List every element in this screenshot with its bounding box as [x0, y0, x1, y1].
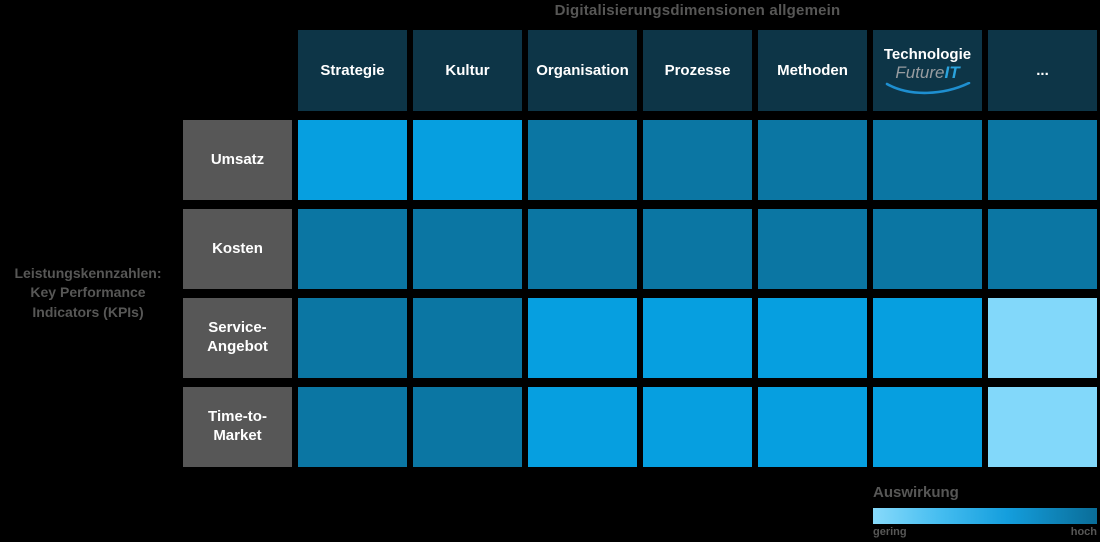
- header-cell-organisation: Organisation: [528, 30, 637, 111]
- impact-legend: Auswirkung gering hoch: [873, 484, 1097, 538]
- matrix-cell-service-angebot-organisation: [528, 298, 637, 378]
- matrix-cell-kosten-kultur: [413, 209, 522, 289]
- header-cell-technologie: Technologie FutureIT: [873, 30, 982, 111]
- matrix-cell-time-to-market-methoden: [758, 387, 867, 467]
- grid-corner-spacer: [183, 30, 292, 111]
- matrix-cell-kosten-prozesse: [643, 209, 752, 289]
- matrix-cell-time-to-market-prozesse: [643, 387, 752, 467]
- matrix-cell-kosten-technologie: [873, 209, 982, 289]
- impact-matrix: Strategie Kultur Organisation Prozesse Metho…: [183, 30, 1097, 467]
- matrix-cell-umsatz-methoden: [758, 120, 867, 200]
- matrix-cell-time-to-market-dots: [988, 387, 1097, 467]
- row-label-service-angebot: Service- Angebot: [183, 298, 292, 378]
- matrix-cell-service-angebot-methoden: [758, 298, 867, 378]
- logo-future-text: Future: [895, 63, 945, 83]
- header-cell-dots: ...: [988, 30, 1097, 111]
- header-cell-methoden: Methoden: [758, 30, 867, 111]
- matrix-cell-time-to-market-kultur: [413, 387, 522, 467]
- matrix-cell-kosten-strategie: [298, 209, 407, 289]
- matrix-cell-time-to-market-organisation: [528, 387, 637, 467]
- matrix-cell-service-angebot-prozesse: [643, 298, 752, 378]
- matrix-cell-service-angebot-technologie: [873, 298, 982, 378]
- matrix-cell-umsatz-organisation: [528, 120, 637, 200]
- matrix-cell-umsatz-technologie: [873, 120, 982, 200]
- legend-gradient-bar: [873, 508, 1097, 524]
- matrix-cell-time-to-market-technologie: [873, 387, 982, 467]
- matrix-cell-service-angebot-kultur: [413, 298, 522, 378]
- legend-high-label: hoch: [1070, 526, 1097, 538]
- matrix-cell-umsatz-strategie: [298, 120, 407, 200]
- kpi-axis-label: Leistungskennzahlen: Key Performance Ind…: [14, 265, 162, 320]
- matrix-cell-umsatz-prozesse: [643, 120, 752, 200]
- matrix-cell-time-to-market-strategie: [298, 387, 407, 467]
- legend-title: Auswirkung: [873, 484, 959, 501]
- matrix-cell-service-angebot-strategie: [298, 298, 407, 378]
- logo-swoosh-icon: [885, 81, 970, 95]
- legend-scale-labels: gering hoch: [873, 526, 1097, 538]
- futureit-logo-text: FutureIT: [895, 64, 959, 82]
- header-cell-prozesse: Prozesse: [643, 30, 752, 111]
- futureit-logo: FutureIT: [884, 64, 972, 95]
- matrix-cell-umsatz-kultur: [413, 120, 522, 200]
- header-cell-strategie: Strategie: [298, 30, 407, 111]
- logo-it-text: IT: [944, 63, 960, 83]
- row-label-kosten: Kosten: [183, 209, 292, 289]
- header-cell-kultur: Kultur: [413, 30, 522, 111]
- header-label: Technologie: [883, 46, 972, 64]
- matrix-title: Digitalisierungsdimensionen allgemein: [554, 2, 841, 19]
- row-label-umsatz: Umsatz: [183, 120, 292, 200]
- matrix-cell-kosten-methoden: [758, 209, 867, 289]
- matrix-cell-kosten-organisation: [528, 209, 637, 289]
- matrix-cell-umsatz-dots: [988, 120, 1097, 200]
- row-label-time-to-market: Time-to- Market: [183, 387, 292, 467]
- matrix-cell-kosten-dots: [988, 209, 1097, 289]
- legend-low-label: gering: [873, 526, 907, 538]
- matrix-cell-service-angebot-dots: [988, 298, 1097, 378]
